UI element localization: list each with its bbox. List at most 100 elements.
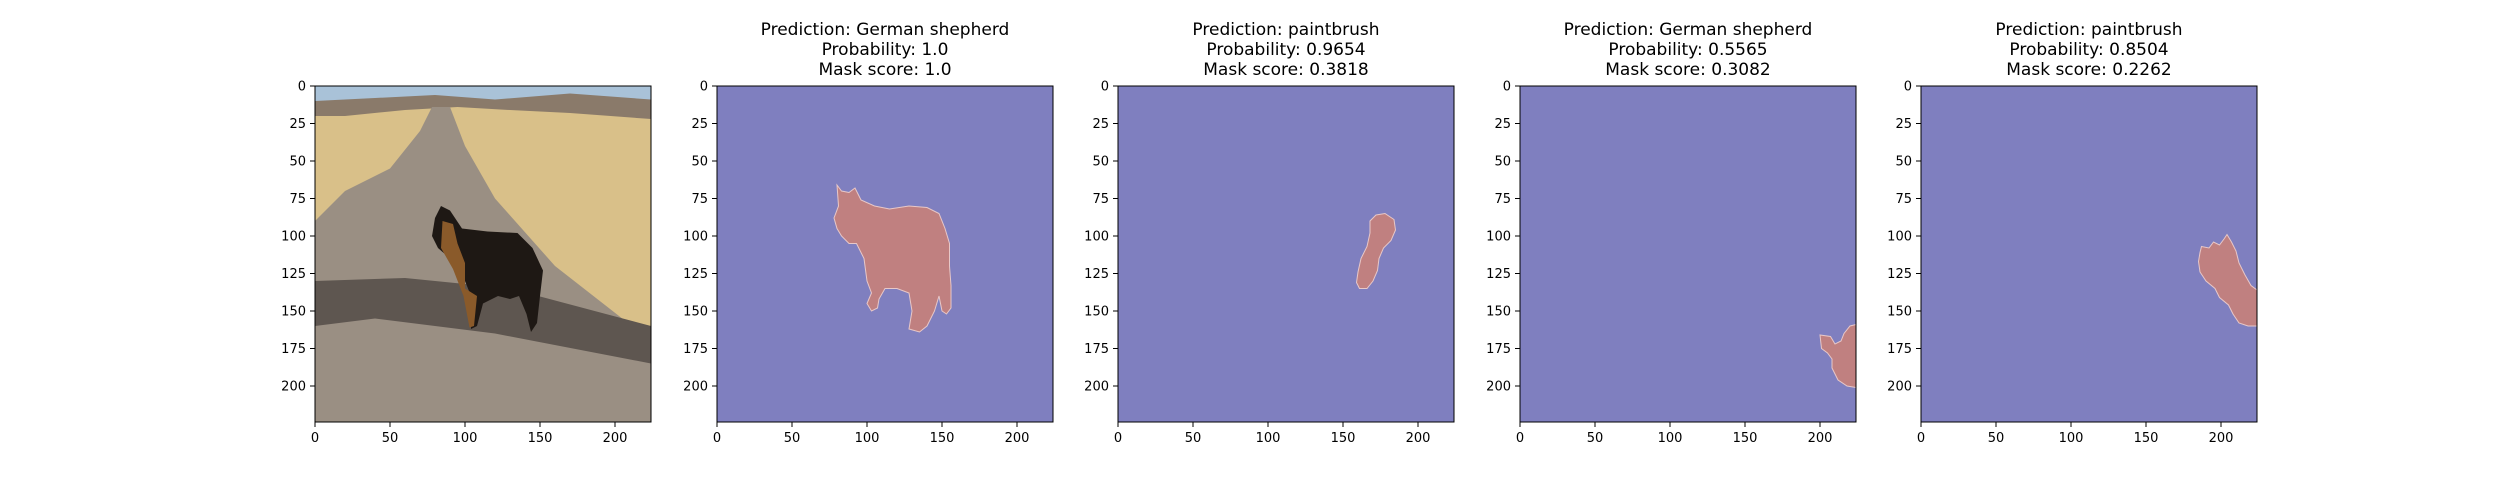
y-tick-label: 0 [1503,80,1511,95]
panel-title-line: Probability: 0.9654 [1206,40,1365,60]
y-tick-label: 75 [1895,192,1912,207]
y-tick-label: 50 [1494,155,1511,170]
y-tick-label: 75 [1494,192,1511,207]
mask-region [833,183,952,333]
y-tick-label: 200 [1887,380,1912,395]
photo-shadow [315,278,651,364]
x-tick-label: 0 [311,431,319,446]
y-tick-label: 0 [700,80,708,95]
y-tick-label: 25 [691,117,708,132]
x-tick-label: 100 [2059,431,2084,446]
y-tick-label: 0 [1904,80,1912,95]
panel-5: 0 50 100 150 200 0 25 50 75 100 125 150 175 200 Predic… [1887,20,2258,446]
axes-frame [716,85,1054,423]
panel-title-line: Prediction: paintbrush [1995,20,2182,40]
panel-title-line: Mask score: 0.2262 [2006,60,2171,80]
panel-title-line: Mask score: 0.3082 [1605,60,1770,80]
axes-frame [314,85,652,423]
mask-region [1819,323,1856,389]
x-tick-label: 150 [528,431,553,446]
x-tick-label: 100 [855,431,880,446]
y-tick-label: 100 [1486,230,1511,245]
y-tick-label: 125 [281,267,306,282]
x-tick-label: 100 [1658,431,1683,446]
panel-1: 0 50 100 150 200 0 25 50 75 100 125 150 175 200 [281,80,652,446]
x-tick-label: 150 [930,431,955,446]
axes-frame [1117,85,1455,423]
y-tick-label: 75 [691,192,708,207]
mask-background [1118,86,1454,422]
x-tick-label: 0 [1917,431,1925,446]
y-tick-label: 150 [1486,305,1511,320]
y-tick-label: 25 [1494,117,1511,132]
photo-dog [432,206,543,332]
y-tick-label: 50 [1895,155,1912,170]
y-tick-label: 0 [298,80,306,95]
x-tick-label: 150 [1733,431,1758,446]
y-tick-label: 200 [281,380,306,395]
y-tick-label: 75 [289,192,306,207]
panel-title-line: Probability: 0.8504 [2009,40,2168,60]
panel-2: 0 50 100 150 200 0 25 50 75 100 125 150 175 200 Predic… [683,20,1054,446]
y-tick-label: 125 [683,267,708,282]
x-tick-label: 50 [1988,431,2005,446]
mask-region [2197,233,2257,327]
x-tick-label: 50 [1185,431,1202,446]
panel-title-line: Probability: 0.5565 [1608,40,1767,60]
y-tick-label: 75 [1092,192,1109,207]
x-tick-label: 200 [1808,431,1833,446]
panels: 0 50 100 150 200 0 25 50 75 100 125 150 175 200 0 50 100… [281,20,2258,446]
x-tick-label: 0 [1516,431,1524,446]
y-tick-label: 150 [1887,305,1912,320]
y-tick-label: 50 [1092,155,1109,170]
x-tick-label: 150 [1331,431,1356,446]
axes-frame [1920,85,2258,423]
y-tick-label: 200 [1084,380,1109,395]
panel-title-line: Prediction: German shepherd [1564,20,1813,40]
y-tick-label: 150 [1084,305,1109,320]
x-tick-label: 50 [784,431,801,446]
photo-dog-tan [441,221,477,328]
panel-title-line: Mask score: 1.0 [818,60,951,80]
x-tick-label: 150 [2134,431,2159,446]
mask-region [1355,212,1397,289]
y-tick-label: 50 [289,155,306,170]
y-tick-label: 125 [1887,267,1912,282]
x-tick-label: 200 [2209,431,2234,446]
y-tick-label: 100 [1084,230,1109,245]
y-tick-label: 25 [289,117,306,132]
x-tick-label: 100 [1256,431,1281,446]
y-tick-label: 0 [1101,80,1109,95]
x-tick-label: 0 [1114,431,1122,446]
y-tick-label: 175 [1486,342,1511,357]
y-tick-label: 100 [281,230,306,245]
y-tick-label: 50 [691,155,708,170]
panel-title-line: Probability: 1.0 [822,40,949,60]
y-tick-label: 175 [683,342,708,357]
x-tick-label: 100 [453,431,478,446]
y-tick-label: 150 [281,305,306,320]
y-tick-label: 25 [1895,117,1912,132]
panel-title-line: Prediction: paintbrush [1192,20,1379,40]
y-tick-label: 200 [1486,380,1511,395]
x-tick-label: 0 [713,431,721,446]
y-tick-label: 100 [1887,230,1912,245]
x-tick-label: 200 [603,431,628,446]
mask-background [1520,86,1856,422]
y-tick-label: 200 [683,380,708,395]
y-tick-label: 175 [1887,342,1912,357]
x-tick-label: 200 [1005,431,1030,446]
panel-title-line: Mask score: 0.3818 [1203,60,1368,80]
panel-3: 0 50 100 150 200 0 25 50 75 100 125 150 175 200 Predic… [1084,20,1455,446]
photo-hills [315,93,651,119]
x-tick-label: 200 [1406,431,1431,446]
photo [315,86,651,422]
x-tick-label: 50 [382,431,399,446]
y-tick-label: 150 [683,305,708,320]
y-tick-label: 25 [1092,117,1109,132]
panel-4: 0 50 100 150 200 0 25 50 75 100 125 150 175 200 Predic… [1486,20,1857,446]
y-tick-label: 175 [281,342,306,357]
panel-title-line: Prediction: German shepherd [761,20,1010,40]
y-tick-label: 125 [1486,267,1511,282]
